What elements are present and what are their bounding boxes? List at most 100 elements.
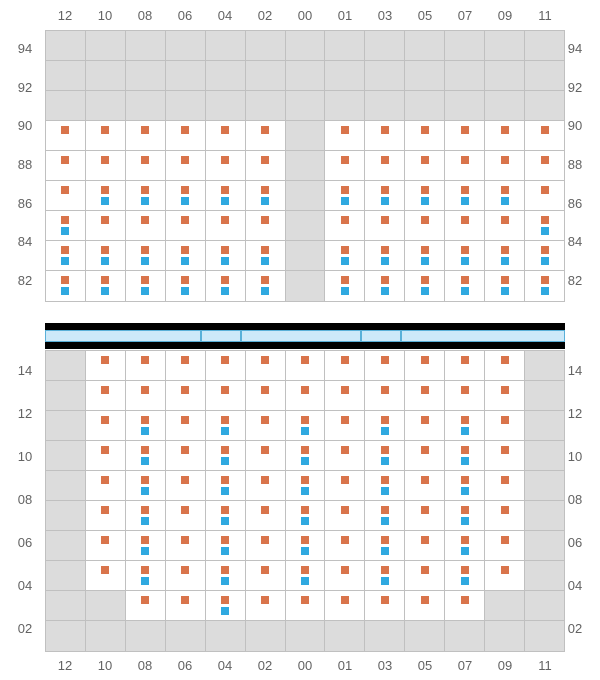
orange-marker xyxy=(421,216,429,224)
grid-cell xyxy=(166,61,206,91)
blue-marker xyxy=(381,577,389,585)
column-label: 02 xyxy=(245,658,285,673)
orange-marker xyxy=(141,446,149,454)
grid-cell xyxy=(485,121,525,151)
orange-marker xyxy=(61,276,69,284)
grid-cell xyxy=(365,31,405,61)
orange-marker xyxy=(461,596,469,604)
grid-cell xyxy=(286,271,326,301)
grid-cell xyxy=(325,531,365,561)
orange-marker xyxy=(301,566,309,574)
grid-cell xyxy=(166,381,206,411)
grid-cell xyxy=(405,121,445,151)
grid-cell xyxy=(286,61,326,91)
grid-cell xyxy=(365,561,405,591)
column-label: 07 xyxy=(445,658,485,673)
grid-cell xyxy=(445,181,485,211)
orange-marker xyxy=(381,476,389,484)
blue-marker xyxy=(501,197,509,205)
grid-cell xyxy=(206,151,246,181)
grid-cell xyxy=(206,441,246,471)
orange-marker xyxy=(221,416,229,424)
orange-marker xyxy=(501,356,509,364)
grid-cell xyxy=(325,561,365,591)
grid-cell xyxy=(325,181,365,211)
grid-cell xyxy=(166,91,206,121)
orange-marker xyxy=(541,246,549,254)
orange-marker xyxy=(501,506,509,514)
grid-cell xyxy=(325,271,365,301)
orange-marker xyxy=(141,276,149,284)
orange-marker xyxy=(421,596,429,604)
orange-marker xyxy=(221,276,229,284)
column-label: 09 xyxy=(485,8,525,23)
orange-marker xyxy=(261,216,269,224)
orange-marker xyxy=(101,356,109,364)
orange-marker xyxy=(261,416,269,424)
grid-cell xyxy=(405,501,445,531)
row-label: 08 xyxy=(10,492,40,507)
orange-marker xyxy=(101,476,109,484)
grid-cell xyxy=(166,621,206,651)
grid-cell xyxy=(445,501,485,531)
grid-cell xyxy=(325,241,365,271)
grid-cell xyxy=(365,441,405,471)
blue-marker xyxy=(381,517,389,525)
grid-cell xyxy=(46,121,86,151)
grid-cell xyxy=(485,501,525,531)
blue-marker xyxy=(341,257,349,265)
blue-marker xyxy=(381,547,389,555)
orange-marker xyxy=(61,126,69,134)
orange-marker xyxy=(261,446,269,454)
orange-marker xyxy=(101,506,109,514)
grid-cell xyxy=(485,561,525,591)
grid-cell xyxy=(445,151,485,181)
grid-cell xyxy=(86,181,126,211)
column-label: 01 xyxy=(325,8,365,23)
grid-cell xyxy=(405,531,445,561)
grid-cell xyxy=(46,441,86,471)
grid-cell xyxy=(405,61,445,91)
grid-cell xyxy=(206,91,246,121)
grid-cell xyxy=(365,621,405,651)
column-label: 06 xyxy=(165,658,205,673)
grid-cell xyxy=(365,91,405,121)
blue-marker xyxy=(221,197,229,205)
orange-marker xyxy=(101,246,109,254)
orange-marker xyxy=(301,416,309,424)
grid-cell xyxy=(286,381,326,411)
blue-marker xyxy=(181,257,189,265)
grid-cell xyxy=(86,411,126,441)
center-divider xyxy=(45,323,565,349)
orange-marker xyxy=(221,186,229,194)
grid-cell xyxy=(126,91,166,121)
blue-marker xyxy=(221,457,229,465)
grid-cell xyxy=(405,91,445,121)
grid-cell xyxy=(525,411,564,441)
grid-cell xyxy=(86,91,126,121)
blue-marker xyxy=(301,427,309,435)
grid-cell xyxy=(405,31,445,61)
grid-cell xyxy=(525,181,564,211)
row-label: 82 xyxy=(10,273,40,288)
orange-marker xyxy=(301,506,309,514)
grid-cell xyxy=(46,151,86,181)
orange-marker xyxy=(141,156,149,164)
orange-marker xyxy=(261,386,269,394)
orange-marker xyxy=(501,156,509,164)
grid-cell xyxy=(445,471,485,501)
grid-cell xyxy=(166,441,206,471)
grid-cell xyxy=(86,591,126,621)
orange-marker xyxy=(141,356,149,364)
grid-cell xyxy=(86,271,126,301)
grid-cell xyxy=(86,31,126,61)
grid-cell xyxy=(485,621,525,651)
orange-marker xyxy=(101,186,109,194)
grid-cell xyxy=(46,61,86,91)
grid-cell xyxy=(445,411,485,441)
column-label: 03 xyxy=(365,8,405,23)
orange-marker xyxy=(421,446,429,454)
column-label: 09 xyxy=(485,658,525,673)
orange-marker xyxy=(101,216,109,224)
orange-marker xyxy=(501,276,509,284)
